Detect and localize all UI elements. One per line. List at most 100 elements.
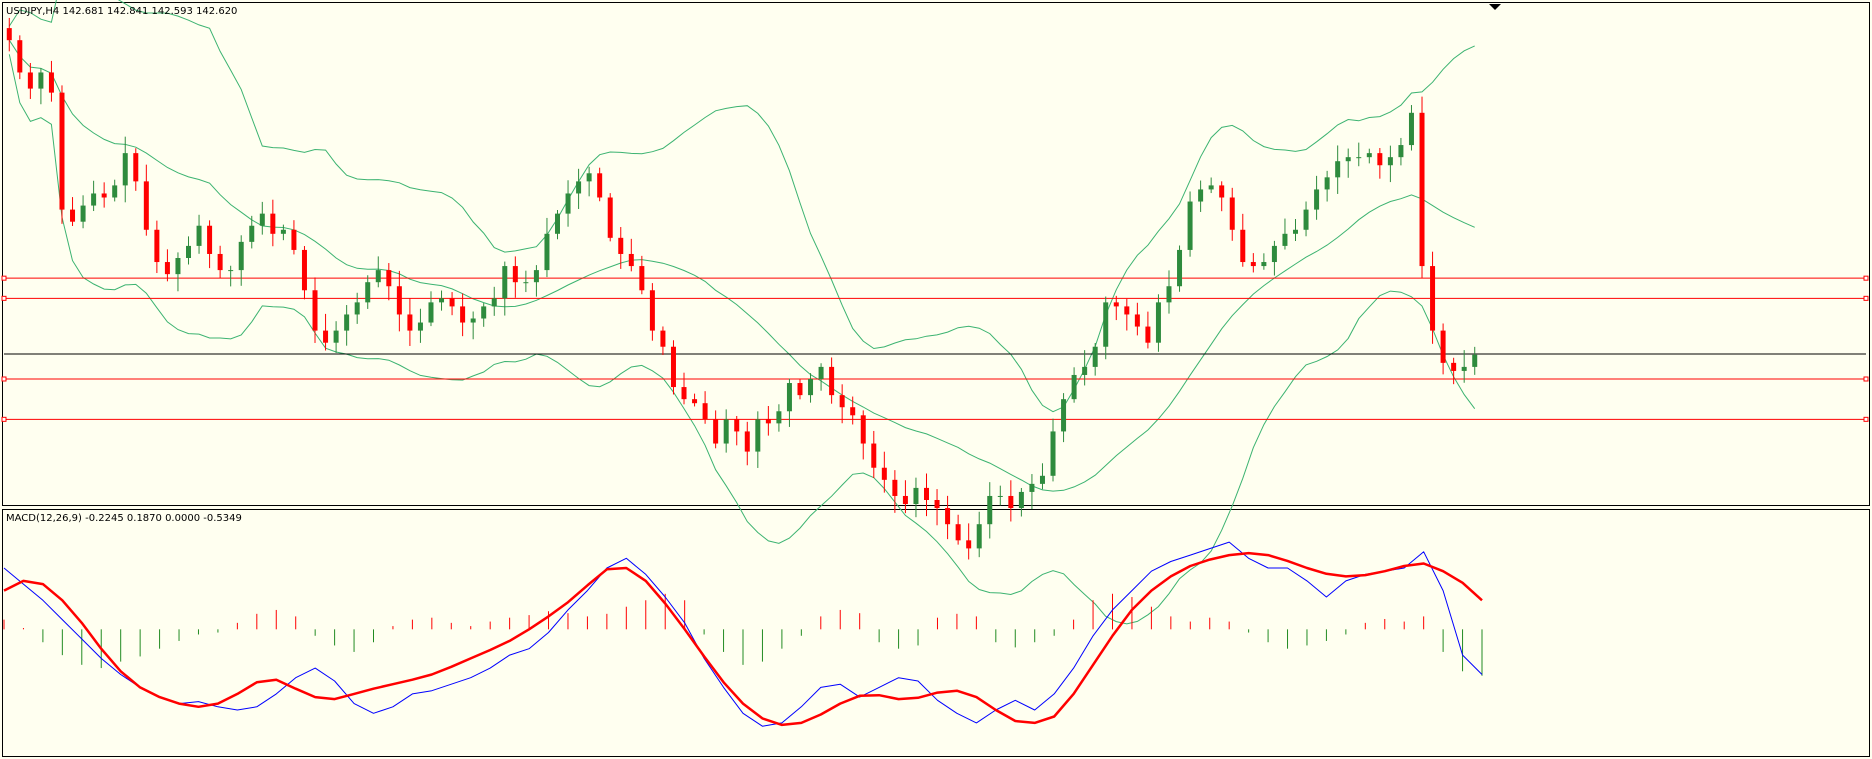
candle-body (1261, 262, 1267, 267)
candle-body (1240, 229, 1246, 263)
candle-body (786, 383, 792, 412)
candle-body (38, 72, 44, 89)
candle-body (1250, 262, 1256, 267)
candle-body (597, 173, 603, 198)
candle-body (723, 419, 729, 444)
candle-body (196, 225, 202, 246)
candle-body (1219, 185, 1225, 198)
candle-body (1398, 145, 1404, 158)
macd-panel[interactable] (3, 541, 1483, 727)
candle-body (755, 419, 761, 452)
candle-body (839, 395, 845, 408)
candle-body (660, 330, 666, 347)
candle-body (1303, 209, 1309, 230)
candle-body (1314, 189, 1320, 210)
candle-body (1271, 245, 1277, 263)
scroll-marker-icon[interactable] (1489, 4, 1501, 10)
candle-body (1461, 366, 1467, 371)
candle-body (1472, 354, 1478, 367)
candle-body (460, 306, 466, 323)
candle-body (1430, 266, 1436, 331)
candle-body (1324, 177, 1330, 190)
candle-body (744, 431, 750, 452)
candle-body (164, 262, 170, 275)
candle-body (639, 266, 645, 291)
candle-body (1229, 197, 1235, 230)
candle-body (797, 383, 803, 396)
candle-body (428, 302, 434, 323)
candle-body (1061, 399, 1067, 432)
price-panel[interactable] (1, 0, 1869, 625)
candle-body (1134, 314, 1140, 327)
candle-body (386, 270, 392, 287)
candle-body (1408, 112, 1414, 146)
candle-body (850, 407, 856, 416)
candle-body (1387, 157, 1393, 166)
candle-body (987, 495, 993, 525)
candle-body (91, 193, 97, 206)
candle-body (892, 479, 898, 496)
level-handle-right-0 (1863, 275, 1869, 281)
candle-body (1419, 112, 1425, 267)
candle-body (344, 314, 350, 331)
candle-body (966, 540, 972, 549)
candle-body (1113, 302, 1119, 307)
candle-body (1282, 233, 1288, 246)
candle-body (1124, 306, 1130, 315)
candle-body (881, 467, 887, 480)
candle-body (702, 403, 708, 420)
candle-body (618, 237, 624, 254)
candle-body (1356, 157, 1362, 159)
candle-body (101, 193, 107, 198)
candle-body (628, 253, 634, 267)
candle-body (1177, 249, 1183, 287)
candle-body (1208, 185, 1214, 190)
candle-body (1366, 153, 1372, 158)
candle-body (544, 233, 550, 271)
bollinger-lower-band (8, 54, 1476, 625)
candle-body (902, 495, 908, 505)
candle-body (670, 346, 676, 388)
level-handle-right-2 (1863, 376, 1869, 382)
candle-body (955, 524, 961, 541)
candle-body (470, 318, 476, 323)
candle-body (1440, 330, 1446, 363)
candle-body (1071, 374, 1077, 400)
candle-body (186, 245, 191, 258)
candle-body (1029, 483, 1035, 492)
candle-body (365, 282, 371, 303)
candle-body (1451, 362, 1457, 371)
candle-body (133, 153, 139, 182)
candle-body (1050, 431, 1056, 476)
candle-body (533, 270, 539, 283)
macd-main-line (3, 541, 1483, 727)
candle-body (301, 249, 307, 291)
candle-body (934, 500, 940, 509)
candle-body (70, 209, 76, 222)
candle-body (291, 229, 297, 250)
macd-panel-header: MACD(12,26,9) -0.2245 0.1870 0.0000 -0.5… (6, 513, 242, 524)
macd-signal-line (3, 551, 1483, 727)
price-panel-header: USDJPY,H4 142.681 142.841 142.593 142.62… (6, 6, 237, 17)
candle-body (555, 213, 560, 234)
level-handle-right-3 (1863, 416, 1869, 422)
level-handle-left-1 (1, 295, 7, 301)
candle-body (1039, 475, 1045, 484)
candle-body (1166, 286, 1172, 303)
candle-body (417, 322, 423, 331)
candle-body (976, 524, 982, 549)
candle-body (375, 270, 381, 283)
candle-body (776, 411, 782, 424)
candle-body (259, 213, 265, 226)
candle-body (407, 314, 413, 331)
candle-body (1198, 189, 1204, 202)
candle-body (333, 330, 339, 343)
candle-body (871, 443, 877, 468)
candle-body (270, 213, 276, 234)
candle-body (449, 298, 455, 307)
candle-body (913, 487, 919, 505)
candle-body (829, 366, 835, 396)
candle-body (649, 290, 655, 331)
candle-body (1293, 229, 1298, 234)
